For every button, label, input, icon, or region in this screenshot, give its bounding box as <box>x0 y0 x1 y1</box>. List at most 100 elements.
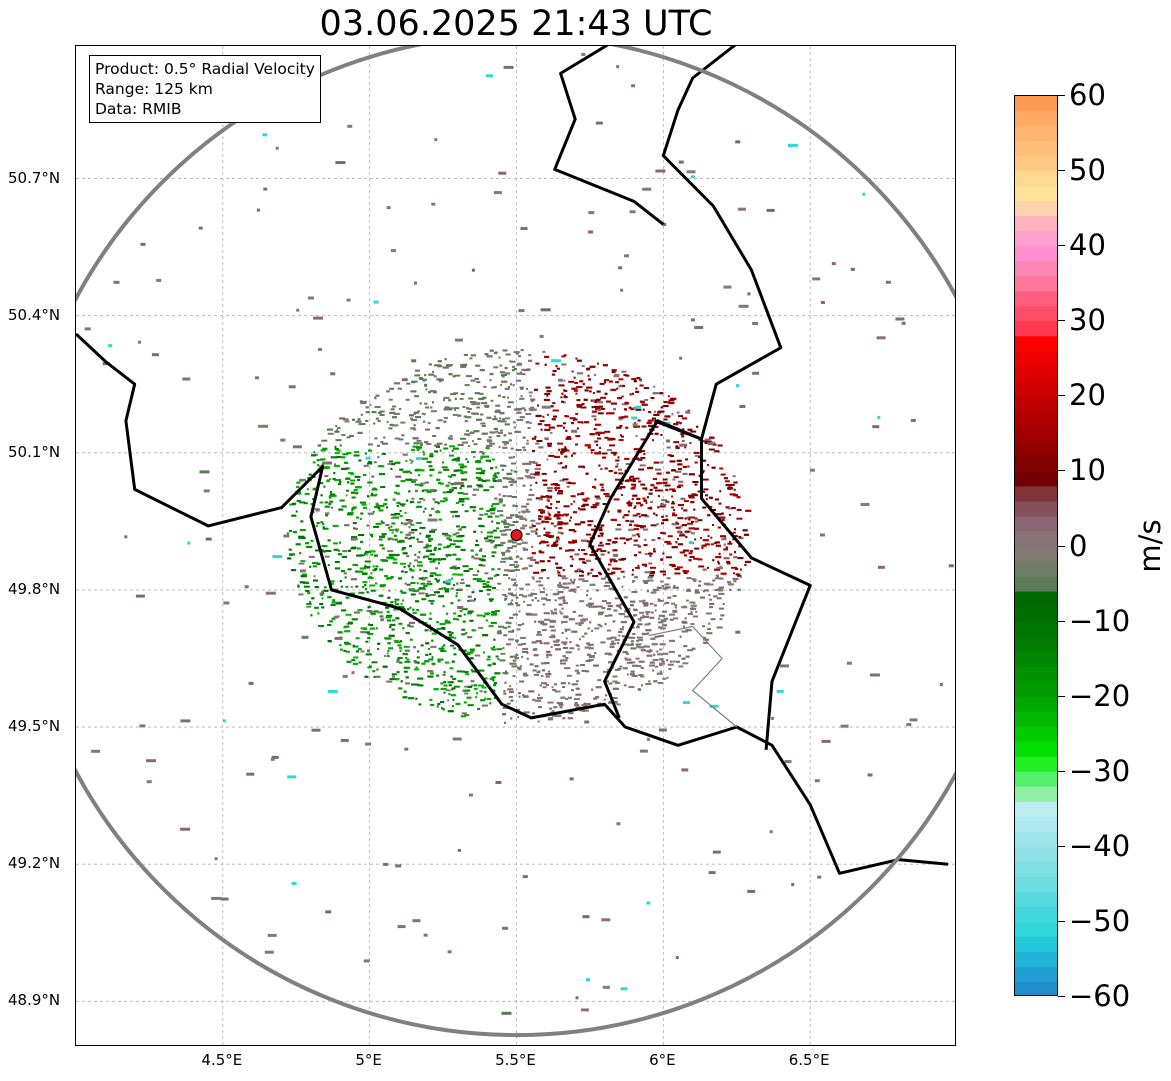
colorbar-tick-label: 60 <box>1069 78 1106 112</box>
colorbar-band <box>1015 666 1057 683</box>
lon-tick-label: 6°E <box>649 1051 676 1069</box>
colorbar-band <box>1015 741 1057 758</box>
colorbar-tick-mark <box>1058 395 1065 397</box>
product-label: Product: 0.5° Radial Velocity <box>95 60 315 78</box>
colorbar-band <box>1015 111 1057 127</box>
colorbar-band <box>1015 816 1057 833</box>
colorbar-unit: m/s <box>1133 519 1167 573</box>
colorbar-band <box>1015 831 1057 848</box>
range-label: Range: 125 km <box>95 80 213 98</box>
colorbar-band <box>1015 471 1057 487</box>
product-info-box: Product: 0.5° Radial Velocity Range: 125… <box>89 55 321 123</box>
colorbar-band <box>1015 411 1057 427</box>
colorbar-tick-mark <box>1058 245 1065 247</box>
colorbar-band <box>1015 936 1057 953</box>
lon-tick-label: 4.5°E <box>201 1051 243 1069</box>
colorbar-tick-label: 50 <box>1069 153 1106 188</box>
radar-map[interactable] <box>75 45 956 1046</box>
colorbar-band <box>1015 141 1057 157</box>
colorbar-band <box>1015 336 1057 352</box>
colorbar-tick-label: 40 <box>1069 228 1106 263</box>
colorbar-band <box>1015 546 1057 563</box>
border-nl <box>553 46 665 226</box>
colorbar-tick-label: −40 <box>1069 828 1131 863</box>
colorbar-band <box>1015 456 1057 472</box>
colorbar-band <box>1015 351 1057 367</box>
colorbar-band <box>1015 186 1057 202</box>
colorbar-band <box>1015 381 1057 397</box>
colorbar-tick-label: −50 <box>1069 903 1131 938</box>
colorbar-band <box>1015 261 1057 277</box>
data-source-label: Data: RMIB <box>95 100 182 118</box>
map-canvas <box>76 46 955 1045</box>
colorbar-tick-mark <box>1058 95 1065 96</box>
lat-tick-label: 48.9°N <box>8 991 61 1010</box>
lat-tick-label: 50.7°N <box>8 168 61 187</box>
colorbar-band <box>1015 906 1057 923</box>
colorbar-tick-label: −20 <box>1069 678 1131 713</box>
colorbar-band <box>1015 156 1057 172</box>
colorbar-band <box>1015 591 1057 608</box>
lon-tick-label: 5.5°E <box>495 1051 536 1069</box>
colorbar-tick-label: −10 <box>1069 603 1131 638</box>
radar-site-marker <box>510 529 523 542</box>
lat-tick-label: 49.5°N <box>8 717 61 736</box>
colorbar-band <box>1015 756 1057 773</box>
colorbar-band <box>1015 321 1057 337</box>
colorbar-band <box>1015 681 1057 698</box>
colorbar-band <box>1015 711 1057 728</box>
velocity-colorbar <box>1014 95 1058 996</box>
colorbar-band <box>1015 921 1057 938</box>
colorbar-band <box>1015 651 1057 668</box>
colorbar-band <box>1015 786 1057 803</box>
colorbar-band <box>1015 426 1057 442</box>
colorbar-band <box>1015 846 1057 863</box>
lon-tick-label: 6.5°E <box>788 1051 830 1069</box>
lat-tick-label: 50.4°N <box>8 305 61 324</box>
colorbar-tick-label: 0 <box>1069 528 1088 563</box>
colorbar-band <box>1015 606 1057 623</box>
colorbar-band <box>1015 366 1057 382</box>
colorbar-band <box>1015 561 1057 578</box>
colorbar-band <box>1015 621 1057 638</box>
colorbar-tick-mark <box>1058 170 1065 172</box>
range-ring <box>76 46 955 1037</box>
colorbar-band <box>1015 876 1057 893</box>
colorbar-band <box>1015 486 1057 502</box>
colorbar-tick-mark <box>1058 620 1065 622</box>
colorbar-band <box>1015 981 1057 995</box>
colorbar-band <box>1015 126 1057 142</box>
border-be-fr-de <box>76 332 949 875</box>
colorbar-band <box>1015 441 1057 457</box>
chart-title: 03.06.2025 21:43 UTC <box>319 4 713 44</box>
colorbar-band <box>1015 861 1057 878</box>
lat-tick-label: 50.1°N <box>8 442 61 461</box>
colorbar-band <box>1015 891 1057 908</box>
colorbar-band <box>1015 96 1057 112</box>
colorbar-band <box>1015 771 1057 788</box>
colorbar-band <box>1015 396 1057 412</box>
district-lines <box>648 625 738 728</box>
colorbar-band <box>1015 306 1057 322</box>
colorbar-band <box>1015 201 1057 217</box>
colorbar-tick-label: −60 <box>1069 979 1131 1013</box>
colorbar-band <box>1015 801 1057 818</box>
colorbar-band <box>1015 951 1057 968</box>
colorbar-tick-mark <box>1058 770 1065 772</box>
velocity-echoes <box>84 53 954 1015</box>
colorbar-tick-mark <box>1058 920 1065 922</box>
colorbar-band <box>1015 531 1057 547</box>
colorbar-band <box>1015 276 1057 292</box>
colorbar-band <box>1015 246 1057 262</box>
colorbar-band <box>1015 966 1057 983</box>
colorbar-band <box>1015 501 1057 517</box>
colorbar-band <box>1015 291 1057 307</box>
colorbar-tick-label: −30 <box>1069 753 1131 788</box>
colorbar-tick-label: 10 <box>1069 453 1106 488</box>
colorbar-band <box>1015 696 1057 713</box>
colorbar-tick-mark <box>1058 470 1065 472</box>
colorbar-band <box>1015 636 1057 653</box>
colorbar-tick-label: 20 <box>1069 378 1106 413</box>
colorbar-tick-mark <box>1058 695 1065 697</box>
colorbar-band <box>1015 726 1057 743</box>
